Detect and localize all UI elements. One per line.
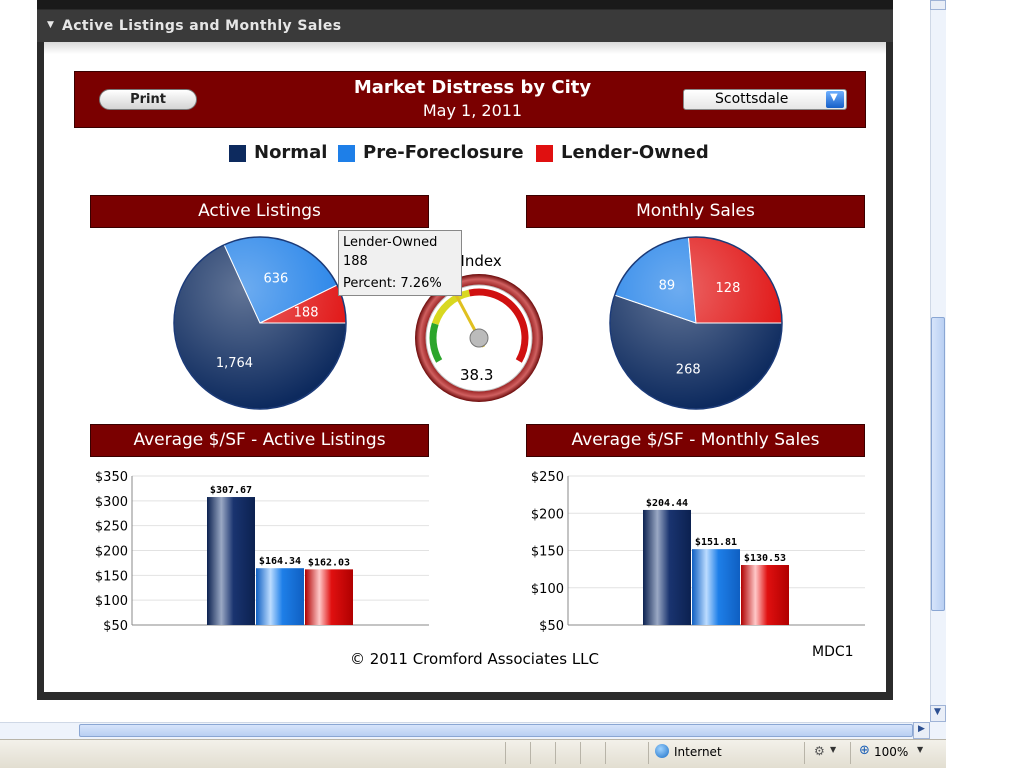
- chevron-down-icon: ▼: [830, 92, 838, 103]
- tooltip-category: Lender-Owned: [343, 235, 438, 250]
- section-header-active-listings: Active Listings: [90, 195, 429, 228]
- panel-title: Active Listings and Monthly Sales: [62, 18, 342, 34]
- chart-tooltip: [338, 230, 462, 296]
- bar-label-normal: $307.67: [210, 485, 252, 496]
- charts-layer: 1,764636188 26889128 $350$300$250$200$15…: [95, 236, 865, 634]
- status-separator: [850, 742, 851, 764]
- legend-swatch-normal: [229, 145, 246, 162]
- collapse-arrow-icon[interactable]: ▼: [47, 20, 54, 30]
- pie-outline: [173, 236, 347, 410]
- y-tick-label: $100: [95, 594, 128, 609]
- protected-mode-icon[interactable]: ⚙: [814, 744, 825, 758]
- gauge-band: [431, 289, 471, 326]
- globe-icon: [655, 744, 669, 758]
- status-separator: [580, 742, 581, 764]
- status-separator: [505, 742, 506, 764]
- y-tick-label: $200: [531, 507, 564, 522]
- bar-pre-foreclosure[interactable]: [692, 549, 740, 625]
- page-margin: [0, 0, 37, 722]
- bar-label-lender-owned: $162.03: [308, 557, 350, 568]
- chart-code: MDC1: [812, 644, 854, 660]
- scroll-down-button[interactable]: ▼: [930, 705, 946, 722]
- bar-lender-owned[interactable]: [305, 569, 353, 625]
- y-tick-label: $150: [95, 569, 128, 584]
- status-bar: [0, 739, 946, 768]
- legend-label-normal: Normal: [254, 142, 328, 163]
- chevron-down-icon: ▼: [934, 707, 941, 717]
- bar-label-lender-owned: $130.53: [744, 553, 786, 564]
- y-tick-label: $200: [95, 545, 128, 560]
- gauge-value: 38.3: [460, 366, 494, 384]
- banner-date: May 1, 2011: [422, 101, 523, 120]
- panel-top-bar: [37, 0, 893, 9]
- pie-gloss: [174, 237, 346, 409]
- legend-label-lender-owned: Lender-Owned: [561, 142, 709, 163]
- bar-normal[interactable]: [207, 497, 255, 625]
- tooltip-value: 188: [343, 254, 368, 269]
- legend-swatch-lender-owned: [536, 145, 553, 162]
- status-separator: [530, 742, 531, 764]
- bar-normal[interactable]: [643, 509, 691, 625]
- legend-label-pre-foreclosure: Pre-Foreclosure: [363, 142, 524, 163]
- pie-outline: [609, 236, 783, 410]
- y-tick-label: $350: [95, 470, 128, 485]
- y-tick-label: $100: [531, 582, 564, 597]
- banner-title: Market Distress by City: [353, 77, 592, 98]
- gauge-band: [468, 288, 529, 363]
- status-separator: [555, 742, 556, 764]
- gauge-hub: [469, 328, 489, 348]
- gauge-band: [429, 322, 443, 363]
- scroll-right-button[interactable]: ▶: [913, 722, 930, 739]
- y-tick-label: $250: [95, 520, 128, 535]
- status-separator: [804, 742, 805, 764]
- chevron-right-icon: ▶: [918, 724, 925, 734]
- bar-pre-foreclosure[interactable]: [256, 568, 304, 625]
- pie-gloss: [610, 237, 782, 409]
- legend-swatch-pre-foreclosure: [338, 145, 355, 162]
- y-tick-label: $250: [531, 470, 564, 485]
- scroll-up-button[interactable]: [930, 0, 946, 10]
- section-header-avg-sales: Average $/SF - Monthly Sales: [526, 424, 865, 457]
- window-right-area: [946, 0, 1024, 768]
- bar-label-normal: $204.44: [646, 498, 688, 509]
- dropdown-button[interactable]: [826, 91, 844, 108]
- security-zone-label: Internet: [674, 745, 722, 759]
- y-tick-label: $300: [95, 495, 128, 510]
- y-tick-label: $50: [539, 619, 564, 634]
- chevron-down-icon[interactable]: ▼: [917, 745, 924, 754]
- bar-label-pre-foreclosure: $151.81: [695, 537, 737, 548]
- y-tick-label: $150: [531, 545, 564, 560]
- zoom-level[interactable]: 100%: [874, 745, 909, 759]
- zoom-icon[interactable]: ⊕: [859, 743, 870, 758]
- section-header-monthly-sales: Monthly Sales: [526, 195, 865, 228]
- bar-lender-owned[interactable]: [741, 565, 789, 625]
- chevron-down-icon[interactable]: ▼: [830, 745, 837, 754]
- section-header-avg-active: Average $/SF - Active Listings: [90, 424, 429, 457]
- panel-header[interactable]: [37, 10, 893, 42]
- content-top-shadow: [44, 42, 886, 54]
- bar-label-pre-foreclosure: $164.34: [259, 556, 301, 567]
- horizontal-scroll-thumb[interactable]: [79, 724, 913, 737]
- scroll-corner: [930, 722, 946, 739]
- print-button[interactable]: Print: [99, 89, 197, 110]
- y-tick-label: $50: [103, 619, 128, 634]
- city-select[interactable]: [683, 89, 847, 110]
- vertical-scroll-thumb[interactable]: [931, 317, 945, 611]
- copyright-text: © 2011 Cromford Associates LLC: [350, 650, 600, 668]
- status-separator: [605, 742, 606, 764]
- status-separator: [648, 742, 649, 764]
- city-select-value: Scottsdale: [715, 91, 789, 107]
- tooltip-percent: Percent: 7.26%: [343, 276, 442, 291]
